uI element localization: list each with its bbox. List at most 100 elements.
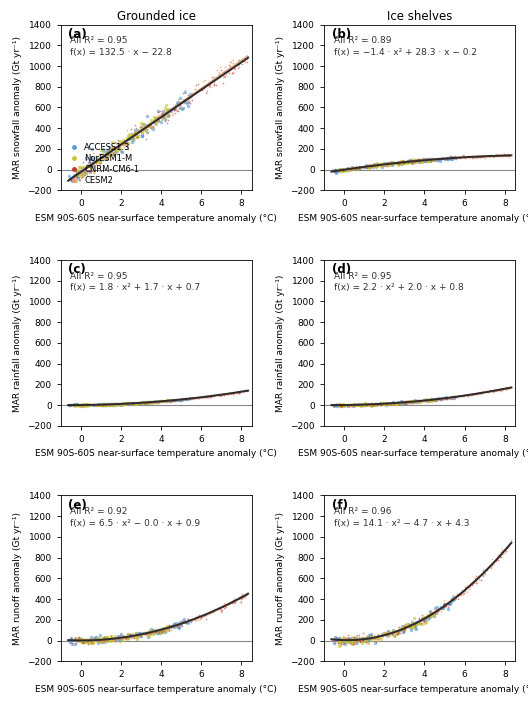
Point: [387, 397, 395, 409]
Point: [411, 154, 420, 166]
Point: [158, 112, 166, 123]
Point: [88, 399, 97, 411]
Point: [148, 397, 156, 409]
Point: [184, 393, 192, 404]
Point: [124, 399, 133, 410]
Point: [173, 619, 182, 630]
Point: [425, 609, 433, 621]
Point: [135, 630, 144, 642]
Point: [493, 554, 502, 565]
Point: [495, 151, 504, 162]
Point: [158, 395, 166, 406]
Point: [101, 633, 109, 644]
Point: [409, 155, 417, 166]
Point: [158, 625, 166, 636]
Point: [163, 621, 171, 632]
Point: [137, 397, 145, 409]
Point: [109, 399, 118, 410]
Point: [341, 634, 349, 645]
Point: [402, 155, 411, 166]
Point: [361, 398, 370, 409]
Point: [111, 398, 119, 409]
Point: [344, 633, 352, 644]
Point: [82, 635, 91, 646]
Point: [84, 157, 93, 168]
Point: [418, 154, 426, 165]
Point: [89, 157, 97, 168]
Point: [383, 626, 392, 637]
Point: [365, 160, 373, 171]
Point: [115, 634, 124, 645]
Point: [141, 628, 149, 639]
Point: [80, 635, 88, 646]
Point: [436, 153, 444, 164]
Point: [79, 169, 88, 180]
Point: [74, 399, 83, 411]
Point: [224, 60, 233, 71]
Point: [451, 391, 460, 402]
Point: [158, 625, 167, 636]
Point: [81, 635, 90, 647]
Point: [192, 79, 201, 91]
Point: [352, 162, 361, 173]
Point: [99, 399, 107, 410]
Point: [165, 622, 174, 633]
Point: [98, 399, 107, 410]
Point: [87, 637, 95, 648]
Point: [221, 71, 229, 82]
Point: [141, 397, 149, 409]
Point: [133, 132, 141, 143]
Point: [154, 110, 163, 121]
Point: [416, 155, 424, 166]
Point: [405, 619, 413, 630]
Point: [73, 171, 81, 183]
Point: [436, 392, 445, 403]
Point: [332, 399, 340, 411]
Point: [150, 396, 158, 407]
Point: [172, 621, 181, 632]
Point: [102, 149, 111, 160]
Point: [473, 152, 482, 163]
Point: [180, 393, 188, 404]
Point: [422, 395, 431, 406]
Point: [479, 387, 487, 398]
Point: [395, 398, 403, 409]
Point: [122, 137, 130, 148]
Point: [348, 400, 357, 411]
Point: [122, 633, 130, 644]
Point: [351, 163, 360, 174]
Point: [99, 399, 107, 410]
Point: [357, 161, 365, 173]
Point: [426, 156, 434, 167]
Point: [188, 613, 197, 624]
Point: [172, 620, 181, 631]
Point: [191, 613, 199, 624]
Point: [440, 152, 449, 164]
Point: [130, 399, 138, 410]
Point: [79, 399, 88, 410]
Point: [85, 634, 93, 645]
Point: [108, 142, 116, 153]
Point: [115, 633, 124, 644]
Point: [414, 154, 423, 166]
Point: [378, 160, 386, 171]
Point: [157, 395, 165, 406]
Point: [356, 634, 365, 645]
Point: [115, 633, 124, 644]
Point: [399, 623, 408, 634]
Point: [357, 399, 365, 411]
Point: [143, 126, 151, 138]
Point: [393, 627, 402, 638]
Point: [492, 556, 501, 567]
Point: [191, 84, 199, 95]
Point: [186, 97, 194, 108]
Point: [394, 625, 403, 637]
Point: [206, 391, 215, 402]
Point: [339, 633, 347, 644]
Point: [159, 109, 168, 120]
Point: [468, 580, 476, 591]
Point: [116, 143, 124, 154]
Point: [175, 102, 183, 114]
Point: [72, 170, 80, 181]
Point: [397, 156, 405, 167]
